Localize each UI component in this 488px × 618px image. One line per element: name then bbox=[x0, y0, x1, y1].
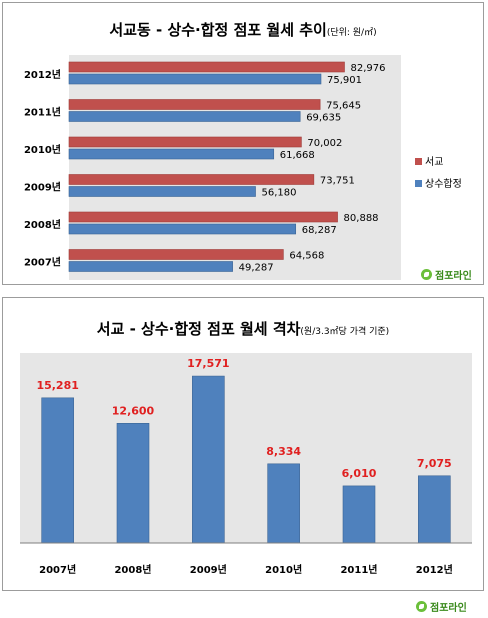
bar bbox=[116, 423, 150, 544]
bar bbox=[68, 174, 315, 185]
data-label: 8,334 bbox=[266, 445, 301, 458]
logo: 점포라인 bbox=[416, 599, 467, 614]
bar bbox=[68, 111, 301, 122]
leaf-icon bbox=[421, 269, 432, 280]
data-label: 64,568 bbox=[289, 251, 324, 262]
logo: 점포라인 bbox=[421, 267, 472, 282]
data-label: 82,976 bbox=[350, 63, 385, 74]
chart-title-unit: (단위: 원/㎡) bbox=[326, 28, 377, 38]
bar bbox=[192, 375, 225, 544]
data-label: 61,668 bbox=[280, 150, 315, 161]
chart-title: 서교 - 상수·합정 점포 월세 격차(원/3.3㎡당 가격 기준) bbox=[3, 318, 483, 339]
data-label: 15,281 bbox=[36, 379, 78, 392]
category-label: 2007년 bbox=[39, 563, 76, 576]
chart-title-main: 서교 - 상수·합정 점포 월세 격차 bbox=[96, 320, 301, 338]
data-label: 75,645 bbox=[326, 101, 361, 112]
category-label: 2012년 bbox=[416, 563, 453, 576]
data-label: 56,180 bbox=[262, 188, 297, 199]
bar bbox=[68, 136, 302, 148]
bar bbox=[68, 73, 322, 85]
data-label: 17,571 bbox=[187, 357, 229, 370]
category-label: 2007년 bbox=[24, 255, 61, 268]
bar bbox=[68, 148, 275, 160]
bar bbox=[418, 475, 451, 544]
chart-title-unit: (원/3.3㎡당 가격 기준) bbox=[300, 327, 390, 337]
data-label: 80,888 bbox=[344, 213, 379, 224]
logo-text: 점포라인 bbox=[435, 271, 472, 282]
legend-label: 상수합정 bbox=[425, 179, 462, 190]
bar bbox=[267, 463, 300, 544]
category-label: 2009년 bbox=[24, 180, 61, 193]
category-label: 2011년 bbox=[340, 563, 377, 576]
bar bbox=[68, 249, 284, 260]
bar bbox=[68, 61, 345, 73]
data-label: 6,010 bbox=[342, 467, 377, 480]
category-label: 2012년 bbox=[24, 68, 61, 81]
legend-swatch bbox=[415, 158, 422, 165]
bar bbox=[68, 99, 321, 110]
category-label: 2008년 bbox=[114, 563, 151, 576]
rent-gap-panel: 서교 - 상수·합정 점포 월세 격차(원/3.3㎡당 가격 기준) 15,28… bbox=[2, 297, 484, 591]
category-label: 2010년 bbox=[24, 143, 61, 156]
bar bbox=[41, 397, 74, 544]
legend-item-sangsu-hapjeong: 상수합정 bbox=[415, 175, 462, 190]
legend-item-seogyo: 서교 bbox=[415, 153, 443, 168]
legend-swatch bbox=[415, 180, 422, 187]
data-label: 73,751 bbox=[320, 176, 355, 187]
bar bbox=[68, 186, 256, 197]
data-label: 7,075 bbox=[417, 457, 452, 470]
plot-area bbox=[69, 55, 401, 280]
chart-title: 서교동 - 상수·합정 점포 월세 추이(단위: 원/㎡) bbox=[3, 19, 483, 40]
data-label: 49,287 bbox=[239, 263, 274, 274]
chart-title-main: 서교동 - 상수·합정 점포 월세 추이 bbox=[109, 21, 327, 39]
category-label: 2011년 bbox=[24, 105, 61, 118]
rent-gap-chart: 15,281 2007년 12,600 2008년 17,571 2009년 8,334 20… bbox=[20, 357, 472, 576]
data-label: 70,002 bbox=[307, 138, 342, 149]
category-label: 2010년 bbox=[265, 563, 302, 576]
data-label: 75,901 bbox=[327, 75, 362, 86]
data-label: 69,635 bbox=[306, 113, 341, 124]
legend-label: 서교 bbox=[425, 157, 444, 168]
category-label: 2009년 bbox=[190, 563, 227, 576]
rent-trend-panel: 서교동 - 상수·합정 점포 월세 추이(단위: 원/㎡) 2012년 82,97… bbox=[2, 2, 484, 285]
leaf-icon bbox=[416, 601, 427, 612]
bar bbox=[68, 211, 338, 223]
data-label: 12,600 bbox=[112, 404, 155, 417]
bar bbox=[68, 223, 297, 235]
logo-text: 점포라인 bbox=[430, 603, 467, 614]
bar bbox=[342, 485, 376, 544]
bar bbox=[68, 261, 233, 272]
plot-area bbox=[20, 353, 472, 543]
data-label: 68,287 bbox=[302, 225, 337, 236]
category-label: 2008년 bbox=[24, 218, 61, 231]
